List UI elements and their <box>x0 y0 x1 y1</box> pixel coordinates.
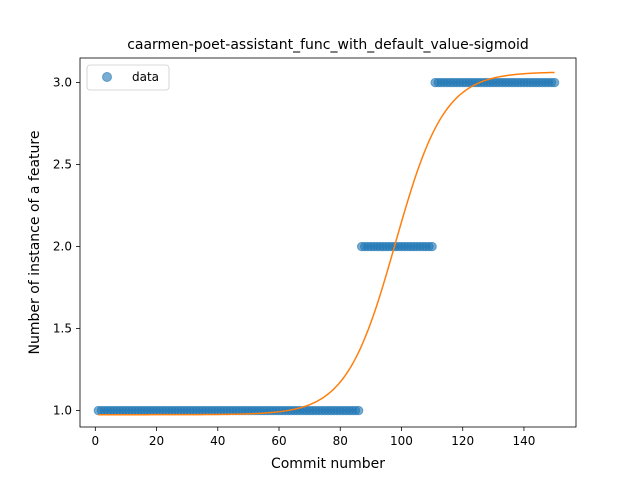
y-tick-label: 1.0 <box>53 404 72 418</box>
x-tick-label: 40 <box>210 434 225 448</box>
y-axis: 1.0 1.5 2.0 2.5 3.0 <box>53 76 80 418</box>
y-tick-label: 1.5 <box>53 322 72 336</box>
x-tick-label: 60 <box>271 434 286 448</box>
sigmoid-fit-line <box>98 71 555 416</box>
x-tick-label: 20 <box>149 434 164 448</box>
legend-box <box>86 64 170 91</box>
legend-label: data <box>132 70 159 84</box>
x-axis: 0 20 40 60 80 100 120 140 <box>91 427 535 448</box>
y-tick-label: 2.5 <box>53 158 72 172</box>
data-point <box>427 241 437 252</box>
x-tick-label: 0 <box>91 434 99 448</box>
plot-area <box>79 57 577 428</box>
legend: data <box>86 64 170 91</box>
y-axis-label: Number of instance of a feature <box>27 131 43 355</box>
y-tick-label: 2.0 <box>53 240 72 254</box>
plot-frame <box>79 57 577 428</box>
data-point <box>353 405 364 416</box>
x-tick-label: 140 <box>512 434 535 448</box>
x-tick-label: 100 <box>390 434 413 448</box>
data-point <box>549 77 560 88</box>
x-tick-label: 80 <box>333 434 348 448</box>
x-axis-label: Commit number <box>271 456 385 472</box>
legend-marker <box>102 72 112 82</box>
plot-background <box>80 58 576 427</box>
y-tick-label: 3.0 <box>53 76 72 90</box>
x-tick-label: 120 <box>451 434 474 448</box>
chart-title: caarmen-poet-assistant_func_with_default… <box>127 37 529 53</box>
